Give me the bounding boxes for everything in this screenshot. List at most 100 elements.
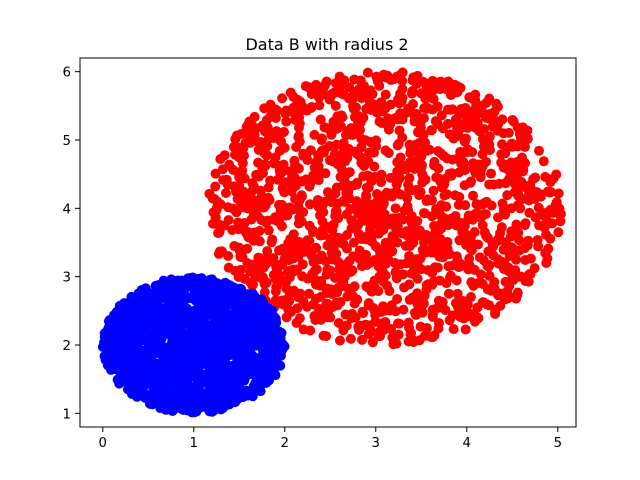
point: [304, 288, 315, 299]
point: [332, 287, 343, 298]
point: [488, 179, 499, 190]
point: [240, 227, 251, 238]
point: [281, 312, 292, 323]
point: [233, 242, 244, 253]
y-tick-label: 3: [63, 271, 71, 286]
point: [477, 149, 488, 160]
point: [129, 292, 140, 303]
point: [255, 386, 266, 397]
point: [394, 162, 405, 173]
point: [543, 243, 554, 254]
point: [500, 148, 511, 159]
point: [480, 209, 491, 220]
point: [290, 101, 301, 112]
point: [413, 138, 424, 149]
point: [217, 164, 228, 175]
point: [502, 190, 513, 201]
point: [160, 404, 171, 415]
point: [245, 277, 256, 288]
point: [340, 309, 351, 320]
point: [294, 313, 305, 324]
point: [253, 137, 264, 148]
point: [378, 305, 389, 316]
point: [136, 310, 147, 321]
point: [209, 405, 220, 416]
point: [419, 103, 430, 114]
point: [387, 332, 398, 343]
point: [281, 116, 292, 127]
point: [316, 135, 327, 146]
point: [351, 102, 362, 113]
point: [358, 249, 369, 260]
point: [330, 188, 341, 199]
point: [291, 142, 302, 153]
point: [352, 177, 363, 188]
point: [235, 251, 246, 262]
point: [254, 225, 265, 236]
point: [112, 330, 123, 341]
point: [461, 104, 472, 115]
point: [255, 375, 266, 386]
point: [475, 172, 486, 183]
point: [418, 175, 429, 186]
point: [293, 163, 304, 174]
point: [523, 190, 534, 201]
point: [402, 193, 413, 204]
point: [398, 304, 409, 315]
point: [489, 106, 500, 117]
point: [439, 190, 450, 201]
point: [380, 89, 391, 100]
point: [335, 273, 346, 284]
point: [327, 88, 338, 99]
point: [500, 237, 511, 248]
point: [481, 97, 492, 108]
point: [284, 272, 295, 283]
point: [236, 219, 247, 230]
point: [202, 307, 213, 318]
point: [522, 240, 533, 251]
point: [403, 179, 414, 190]
x-tick-label: 2: [281, 436, 289, 451]
point: [176, 401, 187, 412]
point: [425, 77, 436, 88]
point: [195, 346, 206, 357]
point: [261, 115, 272, 125]
point: [431, 172, 442, 183]
point: [496, 222, 507, 233]
point: [408, 237, 419, 248]
point: [448, 324, 459, 335]
point: [359, 208, 370, 219]
point: [507, 114, 518, 125]
point: [414, 225, 425, 236]
point: [268, 253, 279, 264]
point: [444, 249, 455, 260]
point: [329, 149, 340, 160]
point: [493, 212, 503, 223]
point: [434, 240, 445, 251]
point: [294, 245, 305, 256]
point: [311, 242, 322, 253]
point: [349, 74, 360, 85]
point: [403, 103, 414, 114]
point: [116, 317, 127, 328]
point: [376, 177, 387, 188]
point: [434, 251, 445, 262]
point: [459, 136, 470, 147]
point: [328, 219, 339, 230]
point: [278, 126, 289, 137]
point: [422, 194, 433, 205]
point: [110, 358, 121, 369]
point: [275, 333, 286, 344]
point: [532, 234, 543, 245]
point: [333, 122, 344, 133]
point: [331, 139, 342, 150]
point: [334, 335, 345, 346]
point: [206, 337, 217, 348]
point: [274, 134, 285, 145]
point: [433, 318, 444, 329]
point: [530, 172, 541, 183]
point: [264, 195, 275, 206]
point: [274, 245, 285, 256]
point: [248, 181, 259, 192]
point: [172, 335, 183, 346]
